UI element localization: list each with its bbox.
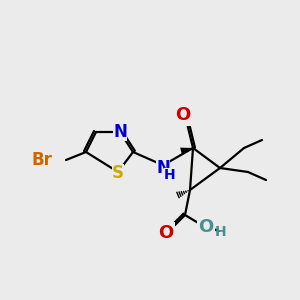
Text: O: O xyxy=(198,218,214,236)
Text: S: S xyxy=(112,164,124,182)
Text: H: H xyxy=(215,225,227,239)
Polygon shape xyxy=(180,148,193,154)
Text: Br: Br xyxy=(31,151,52,169)
Text: N: N xyxy=(113,123,127,141)
Text: N: N xyxy=(156,159,170,177)
Text: O: O xyxy=(158,224,174,242)
Text: H: H xyxy=(164,168,176,182)
Text: O: O xyxy=(176,106,190,124)
